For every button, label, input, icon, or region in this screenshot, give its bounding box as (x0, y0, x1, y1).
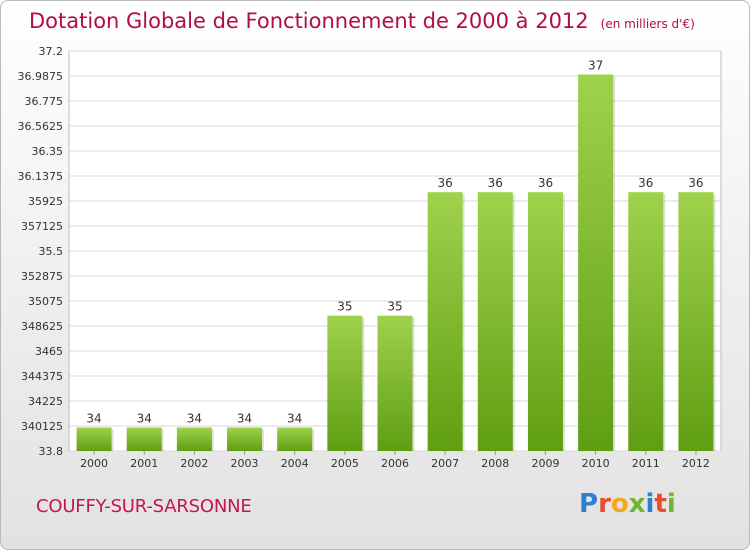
bar (327, 315, 363, 451)
x-tick-label: 2011 (632, 457, 660, 470)
bar (126, 427, 162, 451)
x-tick-label: 2004 (281, 457, 309, 470)
data-label: 35 (387, 300, 402, 314)
bar (527, 192, 563, 452)
y-tick-label: 37.2 (39, 45, 64, 58)
data-label: 34 (237, 411, 252, 425)
x-tick-label: 2010 (582, 457, 610, 470)
logo-letter: i (666, 489, 676, 519)
x-tick-label: 2012 (682, 457, 710, 470)
x-tick-label: 2006 (381, 457, 409, 470)
x-tick-label: 2002 (180, 457, 208, 470)
bar (678, 192, 714, 452)
y-tick-label: 36.1375 (18, 170, 64, 183)
data-label: 36 (688, 176, 703, 190)
y-tick-label: 36.35 (32, 145, 64, 158)
y-tick-label: 344375 (21, 370, 63, 383)
data-label: 37 (588, 59, 603, 73)
y-tick-label: 357125 (21, 220, 63, 233)
x-tick-label: 2007 (431, 457, 459, 470)
bar (277, 427, 313, 451)
x-tick-label: 2009 (531, 457, 559, 470)
y-tick-label: 35075 (28, 295, 63, 308)
data-label: 36 (638, 176, 653, 190)
data-label: 34 (137, 411, 152, 425)
x-tick-label: 2000 (80, 457, 108, 470)
x-tick-label: 2005 (331, 457, 359, 470)
bar (427, 192, 463, 452)
unit-text: (en milliers d'€) (600, 17, 695, 31)
y-tick-label: 36.9875 (18, 70, 64, 83)
y-tick-label: 36.775 (25, 95, 64, 108)
data-label: 34 (187, 411, 202, 425)
bar (76, 427, 112, 451)
data-label: 34 (287, 411, 302, 425)
y-tick-label: 35925 (28, 195, 63, 208)
data-label: 36 (488, 176, 503, 190)
y-tick-label: 348625 (21, 320, 63, 333)
y-tick-label: 36.5625 (18, 120, 64, 133)
bar (477, 192, 513, 452)
bar (628, 192, 664, 452)
data-label: 36 (438, 176, 453, 190)
x-tick-label: 2008 (481, 457, 509, 470)
bar (578, 74, 614, 451)
proxiti-logo: Proxiti (579, 489, 676, 519)
data-label: 34 (86, 411, 101, 425)
bar (227, 427, 263, 451)
logo-letter: o (610, 489, 629, 519)
logo-letter: r (598, 489, 611, 519)
logo-letter: x (628, 489, 646, 519)
y-tick-label: 35.5 (39, 245, 64, 258)
bar (176, 427, 212, 451)
title-text: Dotation Globale de Fonctionnement de 20… (29, 9, 589, 33)
y-tick-label: 352875 (21, 270, 63, 283)
data-label: 36 (538, 176, 553, 190)
chart-title: Dotation Globale de Fonctionnement de 20… (29, 9, 695, 33)
bar (377, 315, 413, 451)
data-label: 35 (337, 300, 352, 314)
x-tick-label: 2003 (231, 457, 259, 470)
logo-letter: i (645, 489, 655, 519)
x-tick-label: 2001 (130, 457, 158, 470)
logo-letter: P (579, 489, 599, 519)
commune-name: COUFFY-SUR-SARSONNE (36, 496, 252, 517)
logo-letter: t (654, 489, 667, 519)
y-tick-label: 34225 (28, 395, 63, 408)
y-tick-label: 33.8 (39, 445, 64, 458)
y-tick-label: 3465 (35, 345, 63, 358)
y-tick-label: 340125 (21, 420, 63, 433)
